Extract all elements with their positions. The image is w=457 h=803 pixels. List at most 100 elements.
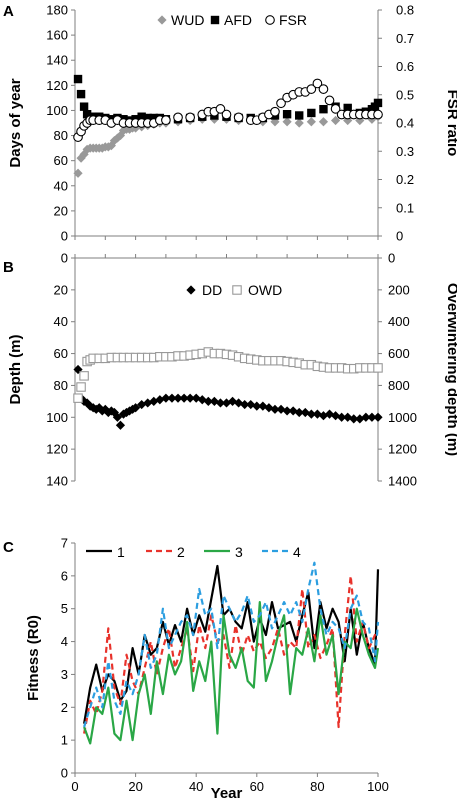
panel-a-y2-tick-label: 0.8 [396, 3, 414, 18]
panel-a-wud-point [306, 117, 316, 127]
panel-a-fsr-point [215, 104, 226, 114]
panel-a-afd-point [143, 113, 152, 123]
panel-a-y2-tick-label: 0 [396, 229, 403, 244]
panel-b-y2-axis-label: Overwintering depth (m) [444, 283, 457, 456]
panel-a-wud-point [73, 168, 83, 178]
panel-a-afd-point [76, 89, 86, 99]
panel-a-y2-tick-label: 0.5 [396, 87, 414, 102]
panel-a-y-tick-label: 160 [46, 28, 68, 43]
panel-a-wud-point [318, 117, 329, 127]
panel-b-dd-point [173, 393, 183, 403]
panel-a-afd-point [343, 103, 352, 113]
panel-c-y-tick-label: 2 [61, 700, 68, 715]
panel-a-y-tick-label: 140 [46, 53, 68, 68]
panel-a-label: A [3, 3, 14, 20]
panel-a-y2-tick-label: 0.6 [396, 59, 414, 74]
panel-c-legend-4: 4 [293, 544, 301, 560]
panel-b-y2-tick-label: 0 [388, 251, 395, 266]
panel-c-y-axis-label: Fitness (R0) [25, 615, 42, 701]
panel-b-y2-tick-label: 1400 [388, 474, 417, 489]
panel-b-dd-point [106, 406, 116, 416]
panel-a-afd-point [282, 110, 292, 119]
panel-b-owd-point [373, 363, 383, 373]
panel-a-fsr-point [324, 95, 335, 106]
panel-a-afd-point [79, 102, 89, 111]
panel-b-legend-dd: DD [202, 282, 222, 298]
panel-b-dd-point [143, 398, 153, 408]
panel-b-legend-dd-marker [186, 285, 196, 295]
panel-c-y-tick-label: 4 [61, 634, 68, 649]
panel-b-dd-point [294, 407, 304, 418]
panel-c-y-tick-label: 1 [61, 733, 68, 748]
panel-b-dd-point [282, 406, 292, 416]
panel-b-y-tick-label: 40 [54, 314, 68, 329]
panel-a-legend-afd-marker [210, 15, 220, 25]
panel-b-dd-point [318, 411, 329, 421]
panel-b-dd-point [227, 396, 238, 406]
panel-a-afd-point [137, 112, 146, 121]
panel-b-dd-point [149, 396, 159, 406]
panel-a-afd-point [295, 111, 304, 120]
panel-a-y-tick-label: 120 [46, 78, 68, 93]
panel-b-y-tick-label: 0 [61, 251, 68, 266]
panel-a-wud-point [112, 133, 123, 143]
panel-b-dd-point [324, 409, 335, 419]
panel-a-fsr-point [185, 112, 195, 123]
panel-b-y2-tick-label: 400 [388, 314, 410, 329]
panel-b-owd-point [76, 382, 86, 392]
panel-a-fsr-point [318, 84, 329, 94]
panel-b-dd-point [306, 409, 316, 419]
panel-a-afd-point [73, 74, 83, 84]
panel-b-legend-owd-marker [232, 285, 242, 295]
panel-a-y-tick-label: 180 [46, 3, 68, 18]
panel-b-dd-point [161, 393, 171, 403]
panel-b-dd-point [79, 396, 89, 406]
panel-b-y2-tick-label: 1200 [388, 442, 417, 457]
panel-b-legend-owd: OWD [248, 282, 282, 298]
panel-c-x-axis-label: Year [211, 785, 243, 802]
panel-b-y-tick-label: 80 [54, 378, 68, 393]
panel-b-dd-point [167, 393, 177, 403]
panel-b-y2-tick-label: 1000 [388, 410, 417, 425]
panel-c-x-tick-label: 0 [71, 779, 78, 794]
panel-b-dd-point [373, 412, 383, 422]
panel-b-dd-point [246, 399, 256, 410]
panel-c-y-tick-label: 5 [61, 601, 68, 616]
panel-b-owd-point [79, 371, 89, 381]
panel-b-y2-tick-label: 600 [388, 346, 410, 361]
panel-b-y-tick-label: 100 [46, 410, 68, 425]
panel-a-legend-wud-marker [157, 15, 167, 25]
panel-a-y-tick-label: 0 [61, 229, 68, 244]
panel-a-afd-point [319, 104, 328, 114]
panel-b-dd-point [276, 404, 286, 414]
panel-c-x-tick-label: 20 [128, 779, 142, 794]
panel-a-legend-fsr-marker [265, 15, 275, 25]
panel-b-dd-point [221, 398, 232, 408]
panel-b-dd-point [330, 411, 341, 421]
panel-b-dd-point [191, 393, 201, 403]
panel-a-y-tick-label: 60 [54, 153, 68, 168]
panel-b-y-tick-label: 120 [46, 442, 68, 457]
panel-c-y-tick-label: 7 [61, 536, 68, 551]
panel-a-fsr-point [373, 109, 383, 120]
panel-a-y2-tick-label: 0.2 [396, 172, 414, 187]
panel-b-dd-point [112, 412, 123, 422]
panel-b-dd-point [118, 409, 129, 419]
panel-a-wud-point [330, 115, 341, 126]
panel-a-wud-point [282, 117, 292, 127]
panel-b-dd-point [252, 401, 262, 411]
panel-a-afd-point [82, 110, 92, 119]
panel-c-legend-2: 2 [177, 544, 185, 560]
panel-b-dd-point [203, 396, 213, 406]
panel-a-fsr-point [173, 112, 183, 123]
panel-b-dd-point [361, 412, 371, 422]
panel-b-dd-point [185, 393, 195, 403]
panel-a-y2-tick-label: 0.3 [396, 144, 414, 159]
panel-b-dd-point [337, 412, 347, 422]
panel-b-dd-point [258, 401, 268, 411]
panel-c-x-tick-label: 100 [367, 779, 389, 794]
panel-a-fsr-point [306, 84, 317, 94]
panel-c-legend-3: 3 [235, 544, 243, 560]
panel-b-y-tick-label: 60 [54, 346, 68, 361]
